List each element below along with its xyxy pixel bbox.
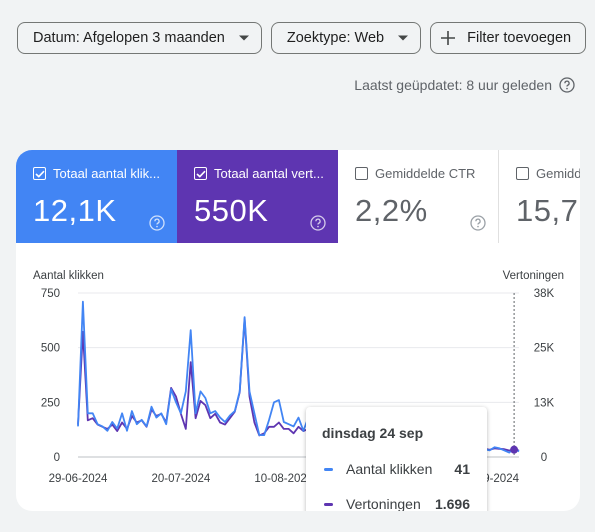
series-swatch [324,467,333,471]
metric-average-ctr[interactable]: Gemiddelde CTR 2,2% [338,150,499,243]
caret-down-icon [238,35,249,41]
add-filter-button[interactable]: Filter toevoegen [430,22,587,54]
metric-total-impressions[interactable]: Totaal aantal vert... 550K [177,150,338,243]
metric-header: Gemiddelde CTR [355,166,498,181]
tooltip-row-label: Aantal klikken [346,461,433,477]
help-icon[interactable] [310,215,326,231]
last-updated-info: Laatst geüpdatet: 8 uur geleden [354,77,575,93]
metric-label: Gemiddelde CTR [375,166,476,181]
performance-card: Totaal aantal klik... 12,1K Totaal aanta… [16,150,580,511]
left-tick-label: 0 [54,452,60,464]
series-swatch [324,502,333,506]
checkbox-checked-icon[interactable] [33,167,46,180]
metric-value: 12,1K [33,193,117,228]
x-tick-label: 10-08-2024 [254,473,313,485]
right-tick-label: 25K [534,343,555,355]
metric-average-position[interactable]: Gemidde 15,7 [499,150,580,243]
chart-tooltip: dinsdag 24 sep Aantal klikken 41 Vertoni… [306,407,487,511]
metric-tabs: Totaal aantal klik... 12,1K Totaal aanta… [16,150,580,243]
axis-ticks: 750 38K 500 25K 250 13K 0 0 29-06-2024 20-07-2024… [41,288,555,485]
metric-header: Gemidde [516,166,580,181]
right-axis-title: Vertoningen [503,270,564,282]
chart-svg: Aantal klikken Vertoningen 750 38K 500 25K 2… [33,270,564,485]
checkbox-unchecked-icon[interactable] [355,167,368,180]
metric-total-clicks[interactable]: Totaal aantal klik... 12,1K [16,150,177,243]
help-icon[interactable] [470,215,486,231]
tooltip-row-value: 41 [454,461,470,477]
hover-cursor [510,293,519,457]
right-tick-label: 0 [541,452,547,464]
hover-point [510,445,519,454]
search-type-filter-label: Zoektype: Web [286,30,385,46]
date-filter-label: Datum: Afgelopen 3 maanden [33,30,225,46]
metric-label: Totaal aantal klik... [53,166,160,181]
tooltip-row-value: 1.696 [434,496,470,511]
tooltip-row-clicks: Aantal klikken 41 [324,461,470,477]
tooltip-row-label: Vertoningen [346,496,421,511]
add-filter-label: Filter toevoegen [467,30,572,46]
help-icon[interactable] [559,77,575,93]
left-tick-label: 500 [41,343,60,355]
left-axis-title: Aantal klikken [33,270,104,282]
tooltip-row-impressions: Vertoningen 1.696 [324,496,470,511]
x-tick-label: 29-06-2024 [49,473,108,485]
tooltip-date: dinsdag 24 sep [322,425,424,441]
search-type-filter-chip[interactable]: Zoektype: Web [270,22,422,54]
metric-value: 2,2% [355,193,428,228]
metric-value: 550K [194,193,269,228]
filter-bar: Datum: Afgelopen 3 maanden Zoektype: Web… [17,22,587,54]
x-tick-label: 20-07-2024 [151,473,210,485]
right-tick-label: 38K [534,288,555,300]
help-icon[interactable] [149,215,165,231]
left-tick-label: 750 [41,288,60,300]
metric-label: Totaal aantal vert... [214,166,324,181]
date-filter-chip[interactable]: Datum: Afgelopen 3 maanden [17,22,262,54]
left-tick-label: 250 [41,397,60,409]
last-updated-text: Laatst geüpdatet: 8 uur geleden [354,77,552,93]
metric-label: Gemidde [536,166,580,181]
checkbox-unchecked-icon[interactable] [516,167,529,180]
metric-header: Totaal aantal klik... [33,166,177,181]
metric-header: Totaal aantal vert... [194,166,338,181]
metric-value: 15,7 [516,193,579,228]
plus-icon [441,31,456,45]
caret-down-icon [398,35,409,41]
right-tick-label: 13K [534,397,555,409]
performance-chart: Aantal klikken Vertoningen 750 38K 500 25K 2… [16,243,580,511]
checkbox-checked-icon[interactable] [194,167,207,180]
